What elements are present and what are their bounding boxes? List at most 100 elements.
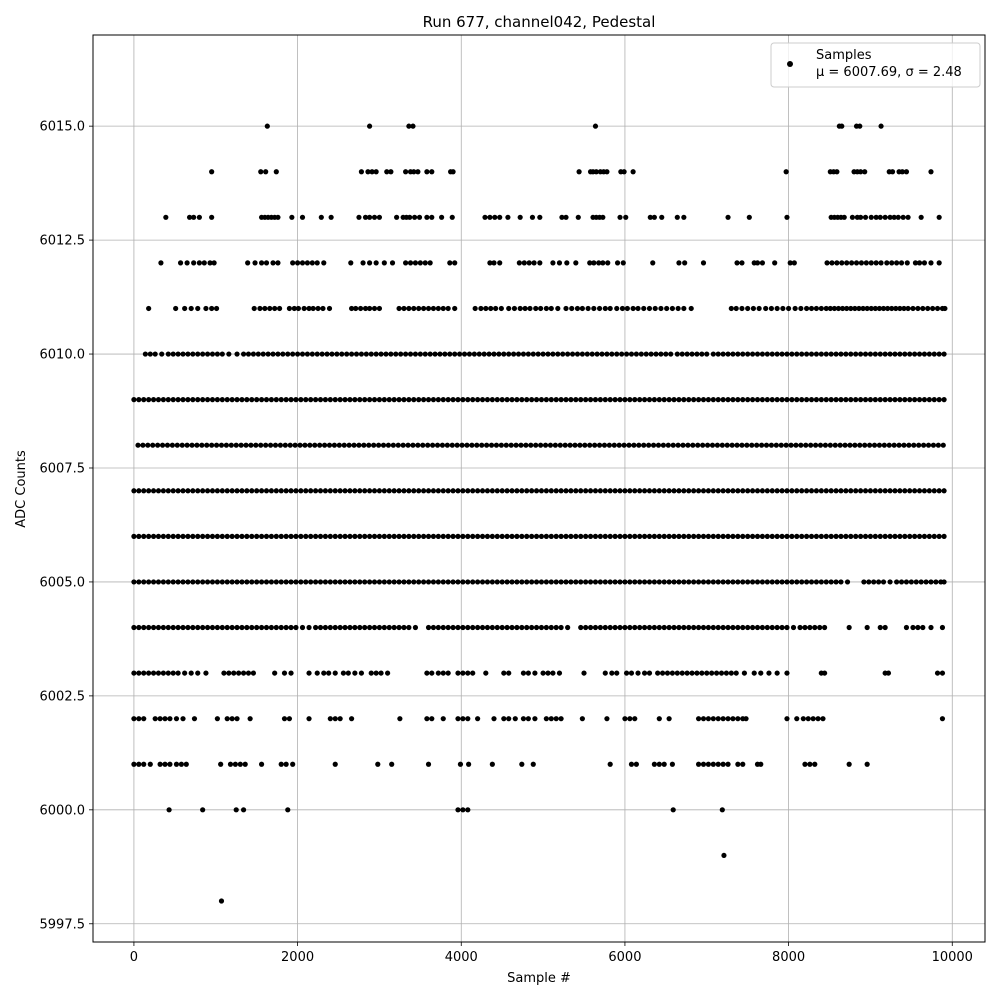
data-point [529,397,535,403]
data-point [754,579,761,585]
data-point [661,624,667,631]
data-point [307,442,313,448]
data-point [766,670,772,676]
data-point [823,351,829,357]
data-point [283,533,289,539]
data-point [897,533,903,539]
data-point [803,442,809,448]
data-point [813,579,820,585]
data-point [278,761,284,767]
data-point [352,670,358,676]
data-point [597,397,603,403]
data-point [191,214,197,220]
data-point [715,761,721,767]
data-point [425,397,432,403]
data-point [455,397,461,403]
data-point [429,716,435,722]
data-point [740,397,746,403]
data-point [839,260,845,266]
data-point [421,397,427,403]
data-point [489,624,495,631]
data-point [527,305,533,312]
data-point [754,488,761,494]
data-point [245,260,251,266]
data-point [543,397,549,403]
data-point [627,488,633,494]
data-point [745,397,751,403]
data-point [862,442,868,448]
plot-frame [92,34,986,943]
data-point [614,670,620,676]
data-point [440,305,446,312]
data-point [864,761,870,767]
data-point [362,579,368,585]
data-point [484,488,491,494]
data-point [710,716,716,722]
data-point [902,351,908,357]
data-point [537,214,543,220]
data-point [224,716,230,722]
data-point [530,351,536,357]
data-point [435,533,441,539]
data-point [184,442,190,448]
data-point [936,533,942,539]
data-point [614,305,620,312]
data-point [251,305,257,312]
data-point [596,260,602,266]
data-point [745,488,751,494]
data-point [371,624,378,631]
data-point [602,305,608,312]
data-point [258,761,265,767]
data-point [794,579,800,585]
data-point [622,533,628,539]
data-point [499,397,505,403]
data-point [406,123,412,129]
data-point [390,442,396,448]
data-point [493,305,499,312]
data-point [930,305,936,312]
data-point [872,305,878,312]
data-point [671,624,677,631]
data-point [617,488,623,494]
data-point [758,670,764,676]
data-point [916,488,923,494]
data-point [573,533,579,539]
data-point [579,351,585,357]
data-point [229,397,235,403]
data-point [808,442,814,448]
data-point [630,169,636,175]
data-point [357,533,363,539]
data-point [715,488,721,494]
data-point [499,488,505,494]
data-point [920,624,926,631]
data-point [848,351,854,357]
data-point [190,579,196,585]
data-point [548,488,554,494]
data-point [150,579,157,585]
data-point [501,670,507,676]
data-point [498,305,504,312]
data-point [556,260,563,266]
data-point [612,579,618,585]
data-point [321,670,327,676]
data-point [278,533,284,539]
data-point [293,488,299,494]
data-point [899,169,905,175]
data-point [347,579,353,585]
data-point [299,624,306,631]
data-point [931,533,937,539]
data-point [249,579,255,585]
data-point [569,305,575,312]
data-point [784,670,790,676]
data-point [201,260,207,266]
data-point [822,670,828,676]
data-point [705,761,711,767]
data-point [180,624,186,631]
data-point [730,488,736,494]
data-point [131,624,137,631]
data-point [425,624,432,631]
data-point [165,397,171,403]
data-point [573,260,579,266]
data-point [221,670,227,676]
data-point [804,397,810,403]
